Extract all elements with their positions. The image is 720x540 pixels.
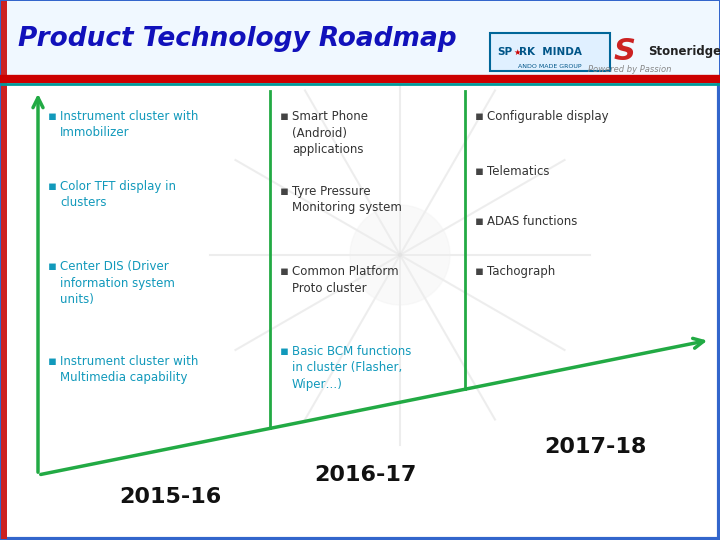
Text: ▪: ▪ (280, 185, 289, 198)
Text: Smart Phone
(Android)
applications: Smart Phone (Android) applications (292, 110, 368, 156)
Text: Telematics: Telematics (487, 165, 549, 178)
Text: Color TFT display in
clusters: Color TFT display in clusters (60, 180, 176, 210)
Text: ▪: ▪ (475, 110, 484, 123)
Text: 2016-17: 2016-17 (314, 465, 416, 485)
Text: ▪: ▪ (280, 345, 289, 358)
Circle shape (350, 205, 450, 305)
Text: ▪: ▪ (48, 110, 57, 123)
Text: Tyre Pressure
Monitoring system: Tyre Pressure Monitoring system (292, 185, 402, 214)
Text: 2015-16: 2015-16 (119, 487, 221, 507)
Text: Instrument cluster with
Multimedia capability: Instrument cluster with Multimedia capab… (60, 355, 199, 384)
Bar (7, 1, 719, 79)
Text: ▪: ▪ (475, 215, 484, 228)
Text: Basic BCM functions
in cluster (Flasher,
Wiper…): Basic BCM functions in cluster (Flasher,… (292, 345, 411, 391)
Text: ▪: ▪ (48, 260, 57, 273)
Text: Configurable display: Configurable display (487, 110, 608, 123)
Text: S: S (614, 37, 636, 66)
Text: Powered by Passion: Powered by Passion (588, 64, 672, 73)
Bar (1, 1, 7, 539)
Text: ANDO MADE GROUP: ANDO MADE GROUP (518, 64, 582, 69)
Text: SP: SP (497, 47, 512, 57)
Text: ▪: ▪ (48, 180, 57, 193)
Text: RK  MINDA: RK MINDA (519, 47, 582, 57)
Text: Tachograph: Tachograph (487, 265, 555, 278)
Text: ▪: ▪ (475, 265, 484, 278)
Text: ▪: ▪ (280, 265, 289, 278)
Text: 2017-18: 2017-18 (544, 437, 646, 457)
Text: ▪: ▪ (280, 110, 289, 123)
Text: Product Technology Roadmap: Product Technology Roadmap (18, 26, 456, 52)
Text: ADAS functions: ADAS functions (487, 215, 577, 228)
Text: ★: ★ (513, 48, 521, 57)
Text: Instrument cluster with
Immobilizer: Instrument cluster with Immobilizer (60, 110, 199, 139)
Text: Center DIS (Driver
information system
units): Center DIS (Driver information system un… (60, 260, 175, 306)
Text: Stoneridge: Stoneridge (648, 45, 720, 58)
Text: ▪: ▪ (48, 355, 57, 368)
Text: Common Platform
Proto cluster: Common Platform Proto cluster (292, 265, 399, 294)
Text: ▪: ▪ (475, 165, 484, 178)
Bar (490, 33, 610, 71)
